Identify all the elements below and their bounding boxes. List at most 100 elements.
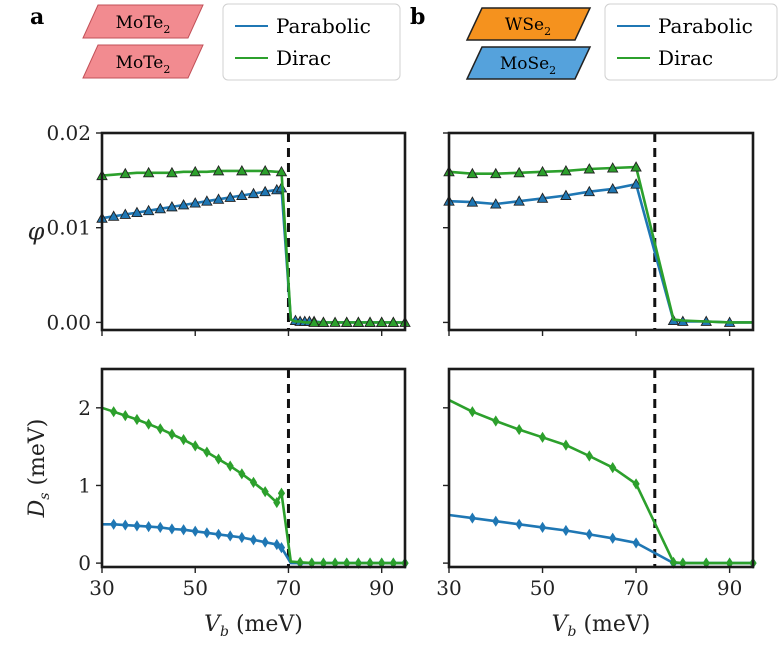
- marker-parabolic: [273, 538, 281, 551]
- legend-b-parabolic: Parabolic: [658, 14, 753, 38]
- marker-parabolic: [560, 189, 572, 200]
- y-axis-label: φ: [28, 218, 45, 246]
- marker-dirac: [585, 450, 593, 462]
- legend-b-dirac: Dirac: [658, 46, 713, 70]
- marker-dirac: [166, 166, 178, 178]
- series-line-dirac: [448, 398, 753, 565]
- marker-dirac: [119, 167, 132, 179]
- marker-dirac: [387, 316, 400, 327]
- legend-a-frame: [222, 3, 401, 81]
- marker-dirac: [340, 316, 353, 327]
- marker-parabolic: [166, 200, 178, 212]
- x-tick-label: 30: [89, 576, 114, 600]
- marker-parabolic: [177, 199, 190, 210]
- marker-parabolic: [249, 534, 258, 546]
- marker-dirac: [329, 316, 341, 327]
- layer-bottom-a: [82, 44, 204, 79]
- marker-parabolic: [168, 523, 176, 535]
- marker-parabolic: [238, 531, 246, 544]
- marker-dirac: [562, 439, 570, 451]
- marker-dirac: [632, 478, 640, 490]
- y-tick-label: 0: [78, 551, 91, 575]
- layer-stack-b: WSe2 MoSe2: [465, 7, 592, 80]
- marker-parabolic: [110, 518, 118, 530]
- chart-b-bottom: 30 50 70 90 Vb (meV): [436, 367, 757, 640]
- chart-b-top: [443, 131, 755, 336]
- legend-b: Parabolic Dirac: [604, 3, 778, 81]
- layer-bottom-b-label: MoSe2: [500, 54, 556, 77]
- marker-parabolic: [538, 521, 547, 533]
- marker-parabolic: [203, 527, 211, 539]
- marker-dirac: [203, 446, 211, 458]
- marker-dirac: [142, 166, 155, 178]
- marker-parabolic: [142, 204, 155, 216]
- marker-parabolic: [468, 512, 476, 524]
- x-tick-label: 70: [276, 576, 301, 600]
- layer-top-b-label: WSe2: [505, 15, 551, 38]
- marker-parabolic: [179, 524, 188, 536]
- layer-bottom-a-label: MoTe2: [116, 53, 171, 76]
- marker-dirac: [583, 163, 596, 174]
- marker-parabolic: [133, 520, 141, 532]
- x-tick-label: 50: [530, 576, 555, 600]
- marker-parabolic: [214, 528, 223, 540]
- marker-parabolic: [606, 182, 619, 194]
- series-line-dirac: [101, 406, 405, 565]
- marker-parabolic: [536, 192, 549, 203]
- x-tick-label: 90: [369, 576, 394, 600]
- x-axis-label: Vb (meV): [204, 612, 303, 640]
- marker-dirac: [466, 167, 479, 179]
- axes-frame: [447, 367, 755, 569]
- marker-dirac: [389, 557, 397, 569]
- marker-dirac: [536, 165, 549, 177]
- marker-dirac: [513, 166, 525, 178]
- legend-a: Parabolic Dirac: [222, 3, 401, 81]
- marker-dirac: [609, 462, 617, 474]
- marker-parabolic: [189, 197, 201, 208]
- marker-dirac: [189, 165, 201, 177]
- marker-dirac: [121, 409, 129, 422]
- marker-parabolic: [224, 191, 236, 202]
- marker-parabolic: [466, 196, 479, 207]
- marker-dirac: [490, 167, 502, 179]
- layer-top-a-label: MoTe2: [116, 13, 171, 36]
- marker-dirac: [191, 440, 199, 452]
- marker-dirac: [179, 434, 188, 446]
- marker-parabolic: [119, 208, 132, 219]
- marker-parabolic: [156, 521, 164, 533]
- marker-parabolic: [154, 202, 167, 214]
- marker-parabolic: [259, 185, 271, 197]
- marker-parabolic: [490, 198, 502, 209]
- marker-parabolic: [107, 210, 120, 221]
- layer-top-a: [82, 4, 204, 39]
- y-tick-label: 0.00: [46, 310, 91, 334]
- axes-frame: [100, 367, 407, 569]
- marker-dirac: [145, 418, 153, 430]
- plots: 0.00 0.01 0.02 φ 30 50 70 90 0 1 2 Ds (meV) Vb (meV)…: [25, 121, 757, 640]
- y-tick-label: 0.01: [46, 216, 91, 240]
- marker-parabolic: [145, 521, 153, 533]
- marker-parabolic: [261, 536, 269, 548]
- chart-a-top: 0.00 0.01 0.02 φ: [28, 121, 411, 336]
- marker-dirac: [468, 406, 476, 418]
- marker-dirac: [515, 423, 523, 436]
- marker-dirac: [133, 413, 141, 426]
- y-tick-label: 2: [78, 396, 91, 420]
- marker-dirac: [296, 556, 304, 568]
- marker-parabolic: [121, 519, 129, 531]
- marker-dirac: [238, 468, 246, 480]
- layer-stack-a: MoTe2 MoTe2: [82, 4, 204, 79]
- marker-parabolic: [236, 189, 248, 200]
- marker-dirac: [226, 460, 234, 472]
- marker-dirac: [261, 486, 269, 498]
- marker-dirac: [110, 406, 118, 418]
- marker-dirac: [308, 316, 320, 327]
- marker-parabolic: [562, 524, 570, 537]
- y-tick-label: 1: [78, 473, 91, 497]
- series-line-dirac: [448, 165, 753, 324]
- y-tick-label: 0.02: [46, 121, 91, 145]
- axes-frame: [447, 131, 755, 332]
- marker-dirac: [214, 453, 223, 465]
- marker-dirac: [560, 164, 572, 176]
